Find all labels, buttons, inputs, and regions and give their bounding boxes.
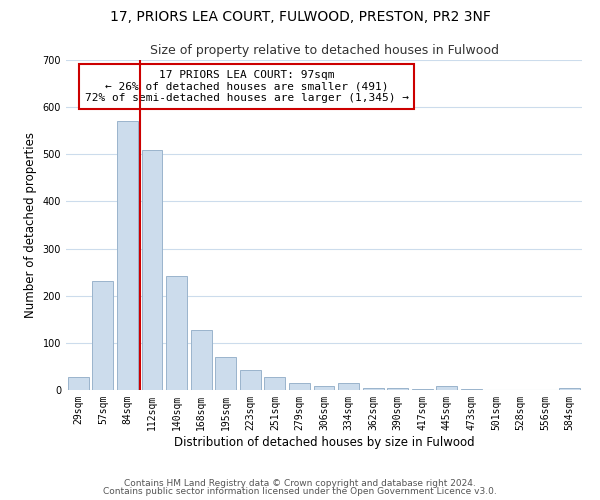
Text: 17, PRIORS LEA COURT, FULWOOD, PRESTON, PR2 3NF: 17, PRIORS LEA COURT, FULWOOD, PRESTON, … xyxy=(110,10,490,24)
Bar xyxy=(387,388,408,390)
Bar xyxy=(240,370,261,390)
Bar xyxy=(289,384,310,390)
Bar xyxy=(338,384,359,390)
Bar xyxy=(412,388,433,390)
Bar xyxy=(92,280,113,390)
Bar xyxy=(559,388,580,390)
Bar xyxy=(68,377,89,390)
Bar xyxy=(461,389,482,390)
Text: Contains HM Land Registry data © Crown copyright and database right 2024.: Contains HM Land Registry data © Crown c… xyxy=(124,478,476,488)
Y-axis label: Number of detached properties: Number of detached properties xyxy=(24,132,37,318)
Bar xyxy=(314,386,334,390)
Text: 17 PRIORS LEA COURT: 97sqm
← 26% of detached houses are smaller (491)
72% of sem: 17 PRIORS LEA COURT: 97sqm ← 26% of deta… xyxy=(85,70,409,103)
Bar xyxy=(191,330,212,390)
Bar xyxy=(166,276,187,390)
Bar xyxy=(362,388,383,390)
X-axis label: Distribution of detached houses by size in Fulwood: Distribution of detached houses by size … xyxy=(173,436,475,448)
Bar xyxy=(215,357,236,390)
Bar xyxy=(142,150,163,390)
Bar xyxy=(117,122,138,390)
Text: Contains public sector information licensed under the Open Government Licence v3: Contains public sector information licen… xyxy=(103,487,497,496)
Bar xyxy=(265,378,286,390)
Title: Size of property relative to detached houses in Fulwood: Size of property relative to detached ho… xyxy=(149,44,499,58)
Bar xyxy=(436,386,457,390)
